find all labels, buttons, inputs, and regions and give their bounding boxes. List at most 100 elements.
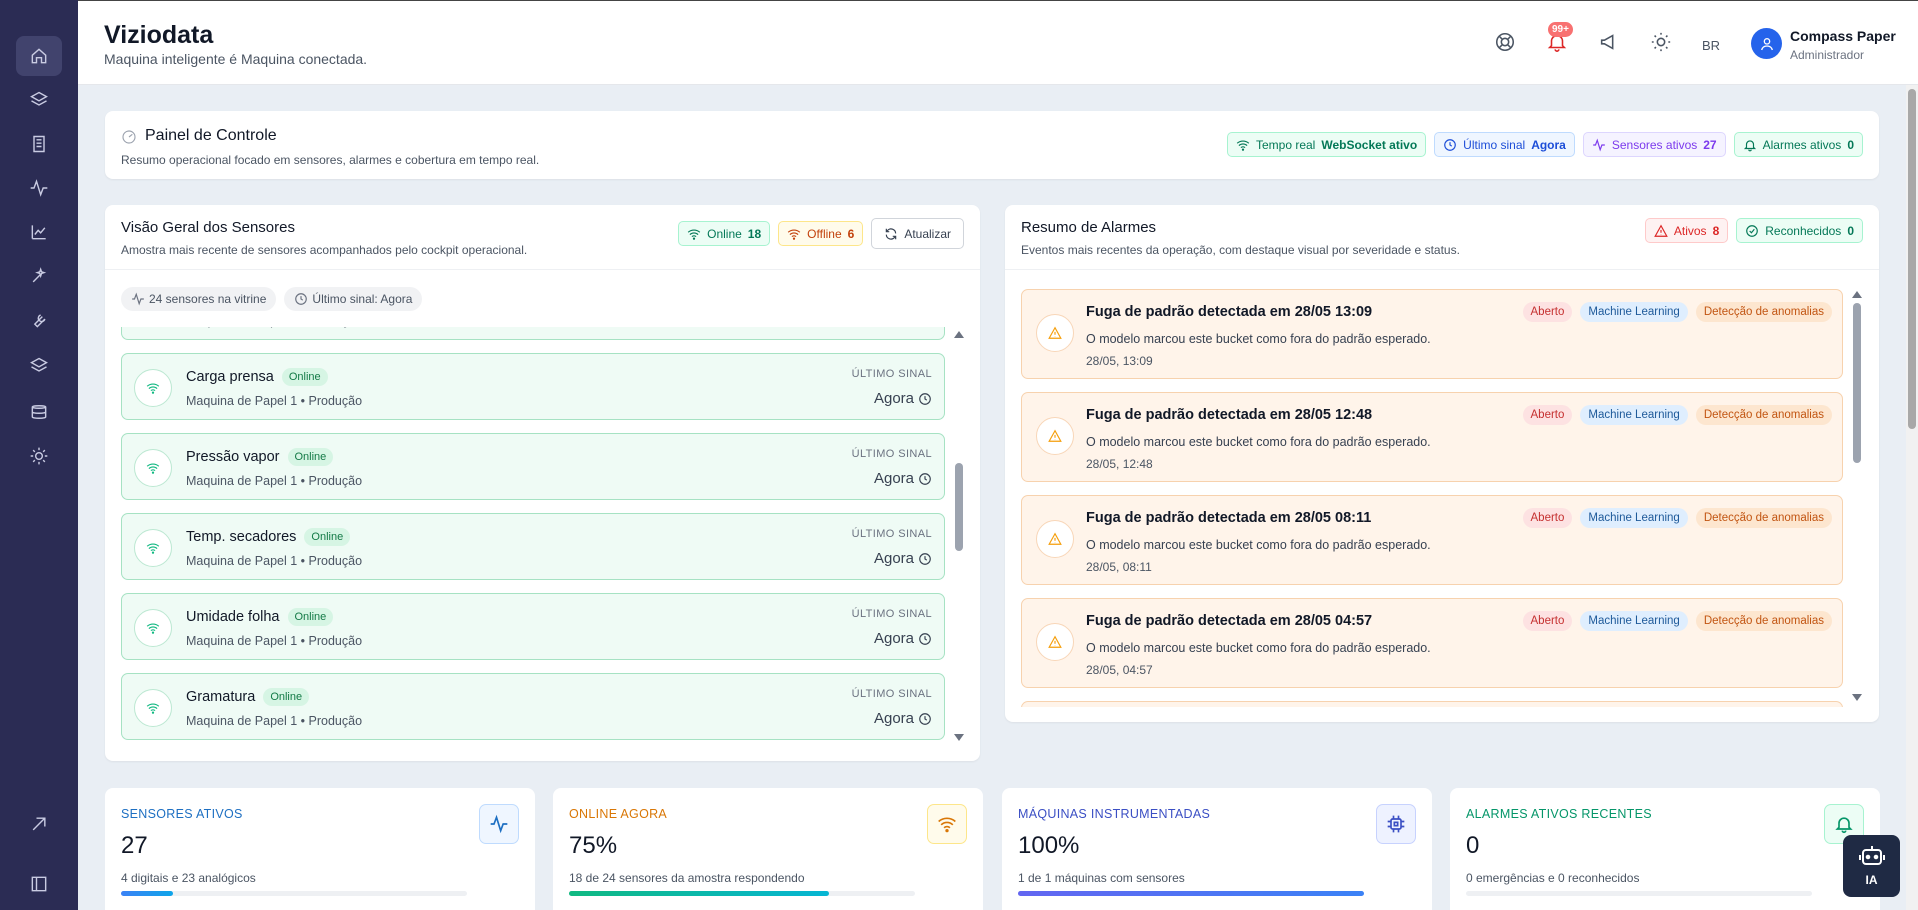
sensor-icon [134,689,172,727]
badge-icon-part [1743,139,1756,151]
badge-icon-part [1593,138,1605,151]
alarm-time: 28/05, 08:11 [1086,560,1152,574]
scroll-thumb[interactable] [1908,89,1916,429]
nav-item[interactable] [16,168,62,208]
signal-label: ÚLTIMO SINAL [851,448,932,460]
sensor-item[interactable]: Temp. secadores Online Maquina de Papel 1 … [121,513,945,580]
clock-part [919,473,931,485]
header: Viziodata Maquina inteligente é Maquina … [78,0,1918,85]
badge: Ativos 8 [1644,218,1729,243]
panel-title: Painel de Controle [145,127,277,144]
scroll-up[interactable] [1851,289,1863,299]
scroll-down[interactable] [1851,693,1863,703]
clock-part [919,713,931,725]
stat-icon [927,804,967,844]
alarm-item[interactable]: Fuga de padrão detectada em 28/05 04:57 O… [1021,598,1843,688]
stat-icon-part [1841,830,1847,834]
wifi-icon [146,621,160,635]
badge-icon [1443,138,1457,152]
progress-track [1466,891,1812,896]
warn-icon [1048,326,1062,340]
warn-icon-part [1048,532,1062,545]
nav-icon [29,402,49,422]
sensor-location: Maquina de Papel 1 • Produção [186,634,363,648]
theme-button[interactable] [1650,31,1674,55]
sensor-name: Pressão vapor Online [186,448,334,466]
stat-card: MÁQUINAS INSTRUMENTADAS 100% 1 de 1 máquin… [1002,788,1432,910]
sensor-name: Gramatura Online [186,688,310,706]
nav-item[interactable] [16,436,62,476]
warn-icon-part [1048,635,1062,648]
alarm-item[interactable]: Fuga de padrão detectada em 28/05 08:11 O… [1021,495,1843,585]
chip-icon-part [132,292,144,306]
badge: Reconhecidos 0 [1736,218,1863,243]
progress-fill [569,891,829,896]
nav-icon-part [32,817,46,831]
badge-label: Tempo real [1255,137,1316,152]
nav-icon-part [32,817,46,831]
warn-icon-part [1048,532,1062,545]
nav-icon-part [31,225,46,240]
clock-part [919,473,931,485]
badge-label: Último sinal [1463,137,1526,152]
wifi-icon [146,541,160,555]
sensor-item[interactable]: Pressão vapor Online Maquina de Papel 1 • … [121,433,945,500]
status-pill: Online [263,688,310,706]
scroll-down[interactable] [953,733,965,743]
stat-detail: 1 de 1 máquinas com sensores [1018,871,1185,885]
alarm-description: O modelo marcou este bucket como fora do… [1086,641,1431,655]
nav-item[interactable] [16,124,62,164]
badge-icon-part [1236,139,1250,148]
sensor-item[interactable]: Carga prensa Online Maquina de Papel 1 • P… [121,353,945,420]
nav-item[interactable] [16,256,62,296]
badge-label: Sensores ativos [1611,137,1698,152]
nav-item[interactable] [16,392,62,432]
badge-icon-part [1749,228,1756,234]
badge-icon [1236,138,1250,152]
scroll-up[interactable] [953,329,965,339]
sensor-icon [134,609,172,647]
scrollbar[interactable] [955,463,963,551]
signal-value: Agora [873,630,914,647]
scrollbar[interactable] [1853,303,1861,463]
nav-item[interactable] [16,36,62,76]
user-avatar[interactable] [1751,28,1782,59]
warn-icon-part [1048,326,1062,339]
nav-item[interactable] [16,864,62,904]
sensor-name: Carga prensa Online [186,368,328,386]
nav-item[interactable] [16,346,62,386]
sensor-item[interactable]: Maquina de Papel 1 • ProduçãoAgora [121,327,945,340]
alarm-item[interactable]: Fuga de padrão detectada em 28/05 12:48 O… [1021,392,1843,482]
badge-label: Ativos [1673,223,1707,238]
help-button[interactable] [1494,31,1518,55]
nav-icon [29,814,49,834]
sensor-name-text: Temp. secadores [186,529,297,545]
nav-item[interactable] [16,300,62,340]
nav-item[interactable] [16,212,62,252]
sensor-item[interactable]: Gramatura Online Maquina de Papel 1 • Prod… [121,673,945,740]
sensor-item[interactable]: Umidade folha Online Maquina de Papel 1 • … [121,593,945,660]
warn-icon-part [1048,635,1062,648]
page-scrollbar[interactable] [1906,85,1918,910]
alarm-tag: Aberto [1522,508,1573,528]
alarm-list-viewport: Fuga de padrão detectada em 28/05 13:09 O… [1021,285,1843,707]
sensor-name-text: Carga prensa [186,369,274,385]
nav-icon [29,134,49,154]
nav-item[interactable] [16,80,62,120]
nav-icon [29,178,49,198]
announcements-button[interactable] [1598,31,1622,55]
nav-icon-part [31,48,47,64]
language-button[interactable]: BR [1702,38,1721,53]
nav-item[interactable] [16,804,62,844]
badge[interactable]: Atualizar [871,218,964,249]
stat-value: 100% [1018,832,1080,859]
nav-icon-part [33,314,46,328]
warn-icon-part [1048,326,1062,339]
warn-icon [1048,635,1062,649]
alarm-item[interactable]: Fuga de padrão detectada em 28/05 13:09 O… [1021,289,1843,379]
stat-detail: 0 emergências e 0 reconhecidos [1466,871,1640,885]
assistant-button[interactable]: IA [1843,835,1900,897]
warn-icon-part [1048,429,1062,442]
badge-value: 27 [1703,137,1717,152]
badge-icon-part [787,228,801,240]
